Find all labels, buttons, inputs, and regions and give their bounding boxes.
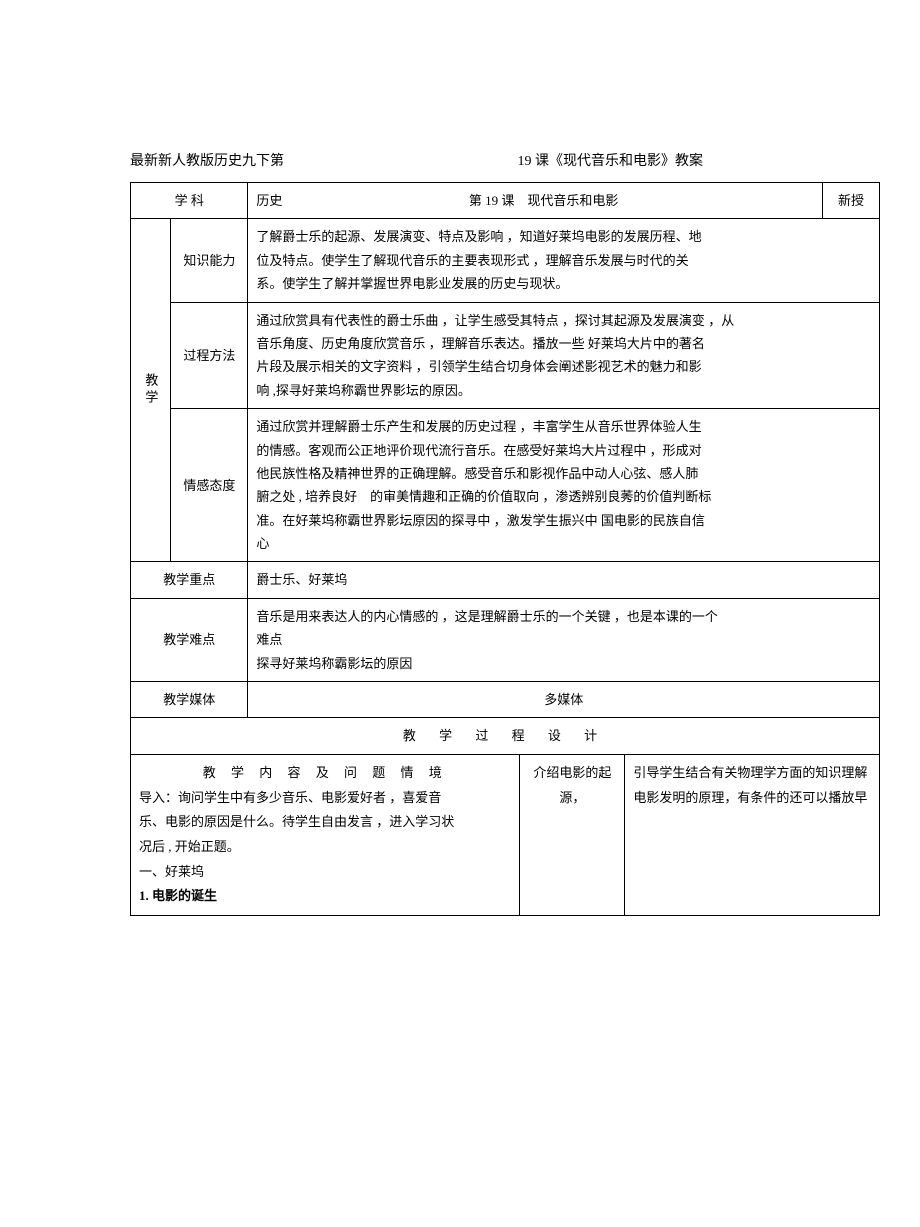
text-span: 系。使学生了解并掌握世界电影业发展的历史与现状。 — [256, 276, 568, 291]
text-span: 导入：询问学生中有多少音乐、电影爱好者 — [139, 790, 386, 805]
text-span: 了解爵士乐的起源、发展演变、特点及影响 — [256, 229, 503, 244]
table-row: 情感态度 通过欣赏并理解爵士乐产生和发展的历史过程 ，丰富学生从音乐世界体验人生… — [131, 409, 880, 562]
text-span: 国电影的民族自信 — [601, 513, 705, 528]
text-span: 心 — [256, 536, 269, 551]
text-span: 腑之处 , 培养良好 的审美情趣和正确的价值取向 — [256, 489, 539, 504]
table-row: 学 科 历史 第 19 课 现代音乐和电影 新授 — [131, 183, 880, 219]
text-span: 音乐是用来表达人的内心情感的 — [256, 609, 438, 624]
text-span: ，让学生感受其特点 — [442, 313, 559, 328]
process-design-table: 教 学 内 容 及 问 题 情 境 导入：询问学生中有多少音乐、电影爱好者 ，喜… — [130, 755, 880, 916]
difficulty-content: 音乐是用来表达人的内心情感的 ，这是理解爵士乐的一个关键 ，也是本课的一个 难点… — [248, 598, 880, 681]
process-col-right: 引导学生结合有关物理学方面的知识理解电影发明的原理，有条件的还可以播放早 — [625, 755, 880, 916]
emotion-content: 通过欣赏并理解爵士乐产生和发展的历史过程 ，丰富学生从音乐世界体验人生 的情感。… — [248, 409, 880, 562]
text-span: ，进入学习状 — [376, 814, 454, 829]
text-span: 位及特点。使学生了解现代音乐的主要表现形式 — [256, 253, 529, 268]
text-span: ，从 — [708, 313, 734, 328]
text-span: 通过欣赏并理解爵士乐产生和发展的历史过程 — [256, 419, 516, 434]
lesson-type: 新授 — [823, 183, 880, 219]
text-span: 一、好莱坞 — [139, 864, 204, 879]
text-span: ，喜爱音 — [389, 790, 441, 805]
text-span: 难点 — [256, 632, 282, 647]
text-span: 探寻好莱坞称霸影坛的原因 — [256, 656, 412, 671]
process-design-title: 教 学 过 程 设 计 — [131, 718, 880, 754]
table-row: 教 学 内 容 及 问 题 情 境 导入：询问学生中有多少音乐、电影爱好者 ，喜… — [131, 755, 880, 916]
text-span: ，形成对 — [650, 443, 702, 458]
text-span: ，丰富学生从音乐世界体验人生 — [520, 419, 702, 434]
process-col-mid: 介绍电影的起源， — [520, 755, 625, 916]
emotion-label: 情感态度 — [171, 409, 248, 562]
text-span: 片段及展示相关的文字资料 — [256, 359, 412, 374]
subject-label: 学 科 — [131, 183, 248, 219]
text-span: 通过欣赏具有代表性的爵士乐曲 — [256, 313, 438, 328]
keypoint-label: 教学重点 — [131, 562, 248, 598]
table-row: 教学难点 音乐是用来表达人的内心情感的 ，这是理解爵士乐的一个关键 ，也是本课的… — [131, 598, 880, 681]
text-span: ，引领学生结合切身体会阐述影视艺术的魅力和影 — [416, 359, 702, 374]
text-span: 的情感。客观而公正地评价现代流行音乐。在感受好莱坞大片过程中 — [256, 443, 646, 458]
text-span: ，渗透辨别良莠的价值判断标 — [542, 489, 711, 504]
table-row: 教学媒体 多媒体 — [131, 682, 880, 718]
text-span: ，探讨其起源及发展演变 — [562, 313, 705, 328]
text-span: 况后 , 开始正题。 — [139, 839, 240, 854]
lesson-title: 第 19 课 现代音乐和电影 — [469, 193, 619, 208]
text-span: 乐、电影的原因是什么。待学生自由发言 — [139, 814, 373, 829]
header-right-text: 19 课《现代音乐和电影》教案 — [518, 150, 704, 170]
header-left-text: 最新新人教版历史九下第 — [130, 150, 284, 170]
text-span: ，也是本课的一个 — [614, 609, 718, 624]
text-span: 1. 电影的诞生 — [139, 888, 217, 903]
media-value: 多媒体 — [248, 682, 880, 718]
text-span: ，这是理解爵士乐的一个关键 — [442, 609, 611, 624]
text-span: ，激发学生振兴中 — [494, 513, 598, 528]
page: 最新新人教版历史九下第 19 课《现代音乐和电影》教案 学 科 历史 第 19 … — [0, 0, 920, 956]
process-content: 通过欣赏具有代表性的爵士乐曲 ，让学生感受其特点 ，探讨其起源及发展演变 ，从 … — [248, 302, 880, 409]
text-span: ，知道好莱坞电影的发展历程、地 — [507, 229, 702, 244]
knowledge-content: 了解爵士乐的起源、发展演变、特点及影响 ，知道好莱坞电影的发展历程、地 位及特点… — [248, 219, 880, 302]
media-label: 教学媒体 — [131, 682, 248, 718]
keypoint-value: 爵士乐、好莱坞 — [248, 562, 880, 598]
table-row: 教 学 过 程 设 计 — [131, 718, 880, 754]
col1-title: 教 学 内 容 及 问 题 情 境 — [139, 761, 511, 786]
process-col-left: 教 学 内 容 及 问 题 情 境 导入：询问学生中有多少音乐、电影爱好者 ，喜… — [131, 755, 520, 916]
text-span: 好莱坞大片中的著名 — [588, 336, 705, 351]
process-label: 过程方法 — [171, 302, 248, 409]
text-span: 音乐角度、历史角度欣赏音乐 — [256, 336, 425, 351]
text-span: ，理解音乐表达。播放一些 — [429, 336, 585, 351]
text-span: ，理解音乐发展与时代的关 — [533, 253, 689, 268]
difficulty-label: 教学难点 — [131, 598, 248, 681]
text-span: 他民族性格及精神世界的正确理解。感受音乐和影视作品中动人心弦、感人肺 — [256, 466, 698, 481]
objectives-side-label: 教学 — [131, 219, 171, 562]
table-row: 教学重点 爵士乐、好莱坞 — [131, 562, 880, 598]
lesson-plan-table: 学 科 历史 第 19 课 现代音乐和电影 新授 教学 知识能力 了解爵士乐的起… — [130, 182, 880, 755]
subject-value: 历史 第 19 课 现代音乐和电影 — [248, 183, 823, 219]
knowledge-label: 知识能力 — [171, 219, 248, 302]
subject-text: 历史 — [256, 193, 282, 208]
text-span: 准。在好莱坞称霸世界影坛原因的探寻中 — [256, 513, 490, 528]
text-span: 响 ,探寻好莱坞称霸世界影坛的原因。 — [256, 383, 471, 398]
table-row: 过程方法 通过欣赏具有代表性的爵士乐曲 ，让学生感受其特点 ，探讨其起源及发展演… — [131, 302, 880, 409]
page-header: 最新新人教版历史九下第 19 课《现代音乐和电影》教案 — [130, 150, 880, 170]
table-row: 教学 知识能力 了解爵士乐的起源、发展演变、特点及影响 ，知道好莱坞电影的发展历… — [131, 219, 880, 302]
